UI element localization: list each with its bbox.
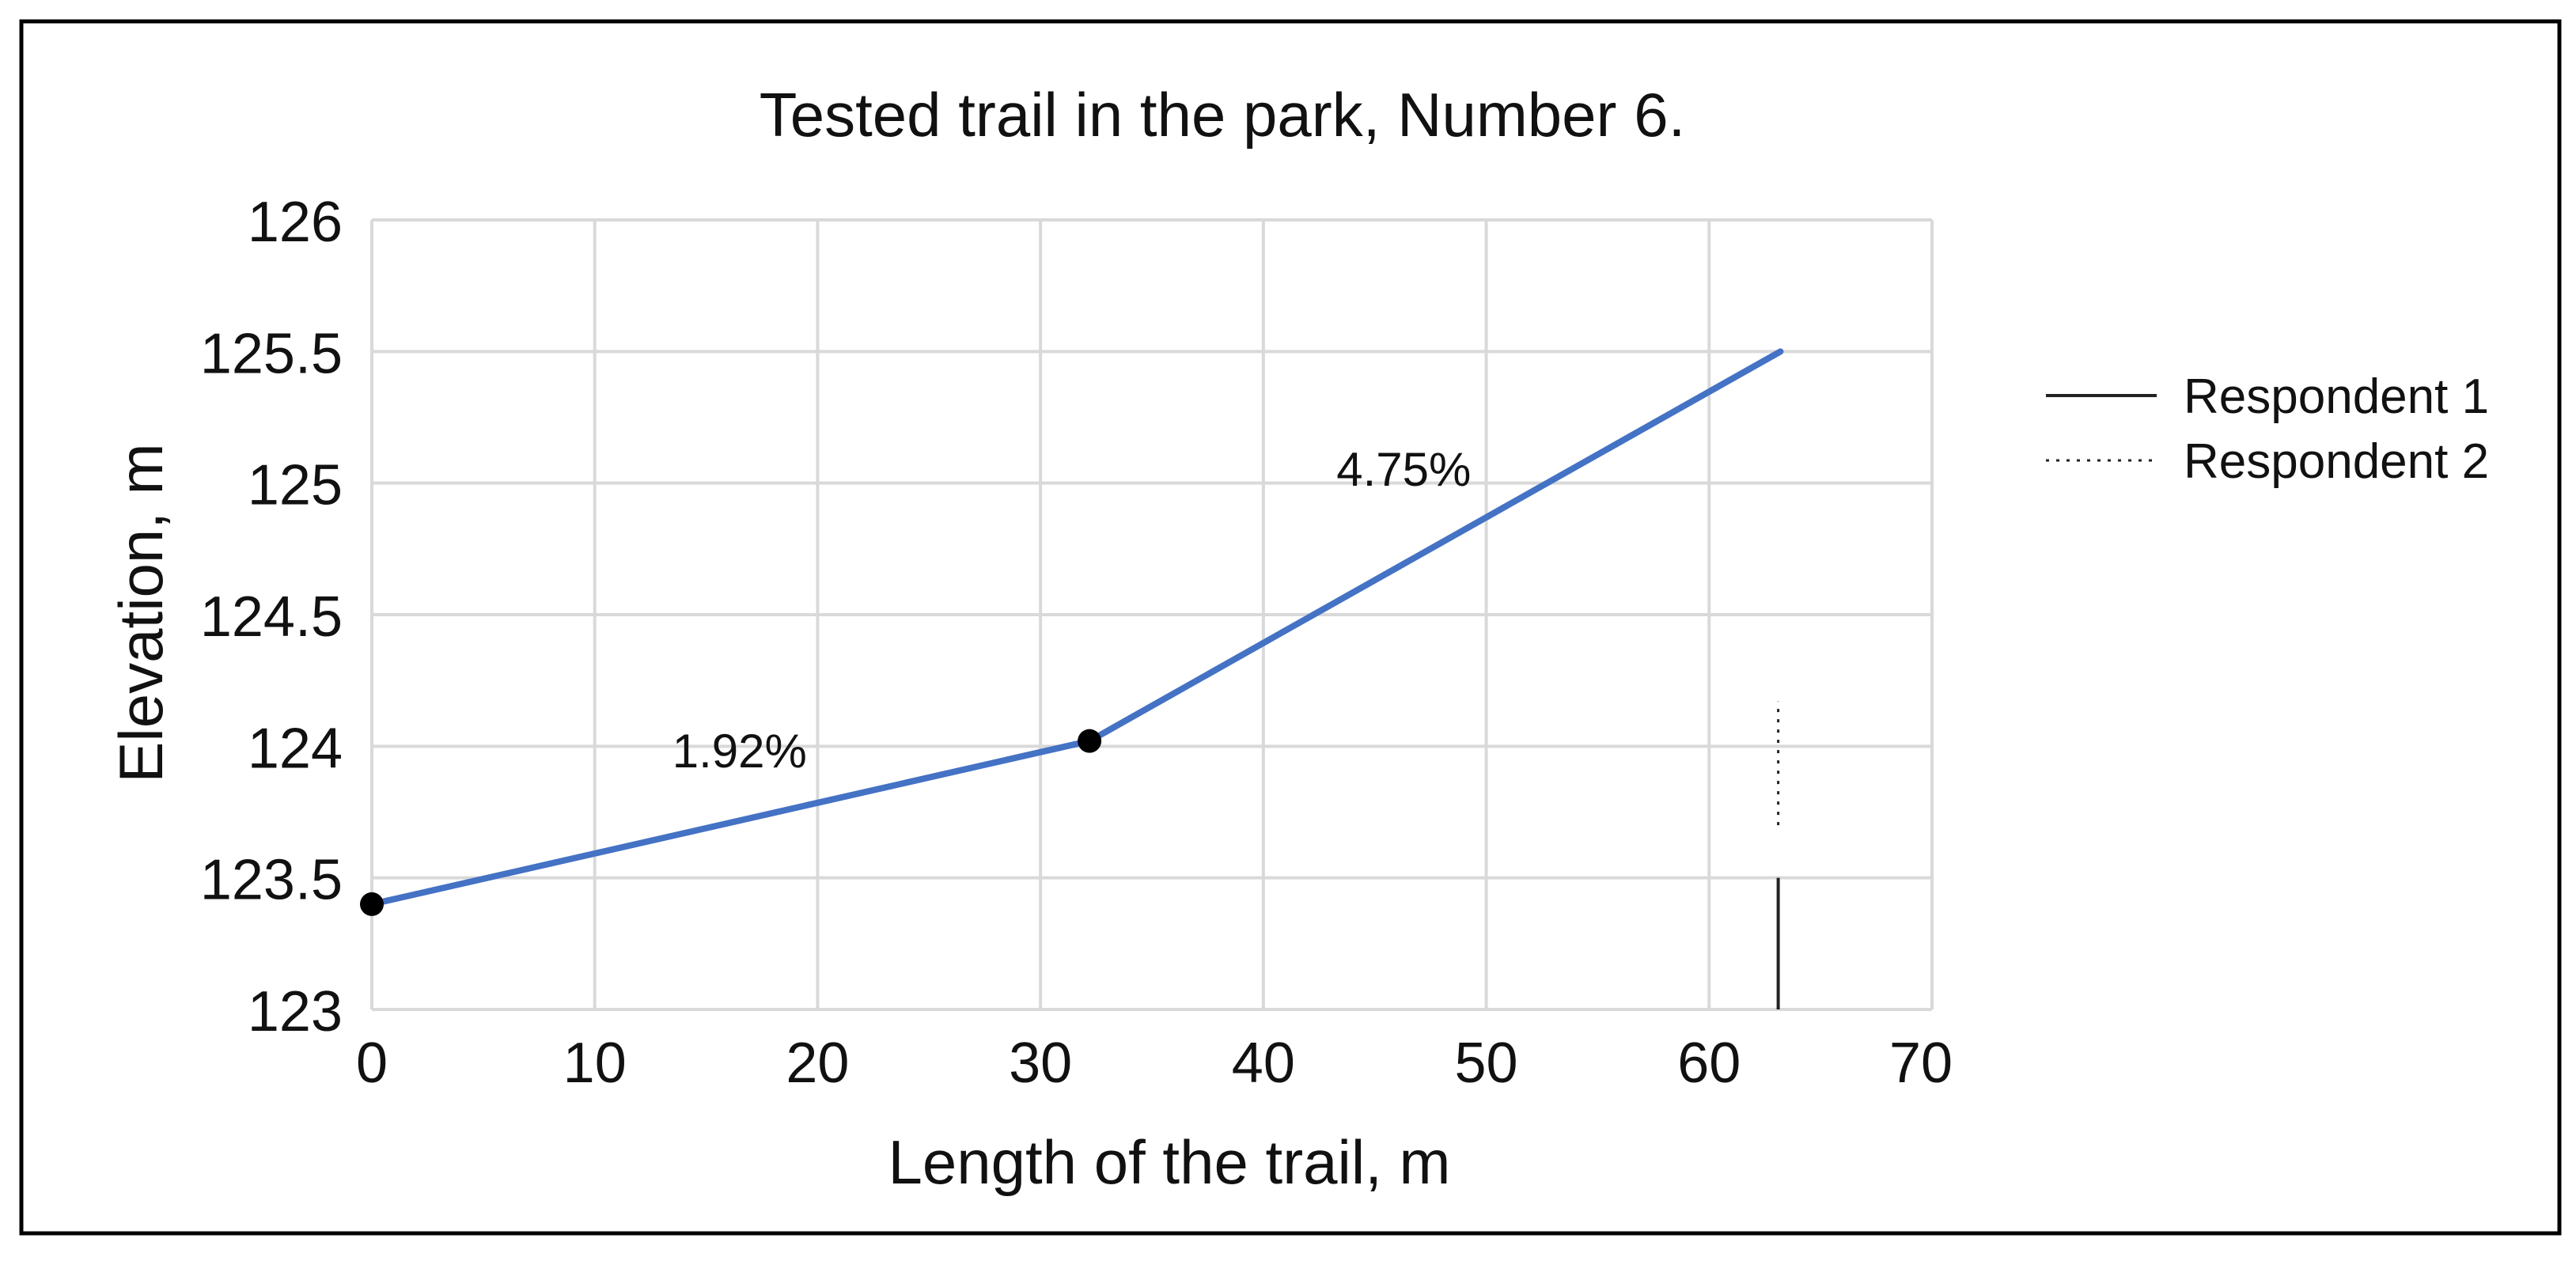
profile-point — [1078, 729, 1102, 753]
y-tick-label: 123.5 — [200, 849, 343, 912]
x-tick-label: 30 — [1009, 1032, 1072, 1095]
x-tick-label: 0 — [356, 1032, 388, 1095]
x-tick-label: 40 — [1232, 1032, 1295, 1095]
x-tick-label: 10 — [563, 1032, 627, 1095]
legend: Respondent 1 Respondent 2 — [2046, 369, 2489, 489]
chart-title: Tested trail in the park, Number 6. — [760, 80, 1686, 150]
legend-label-1: Respondent 1 — [2184, 369, 2489, 424]
slope-label: 1.92% — [672, 725, 807, 778]
y-tick-label: 124.5 — [200, 585, 343, 649]
y-tick-label: 126 — [248, 191, 343, 254]
legend-label-2: Respondent 2 — [2184, 434, 2489, 489]
profile-markers — [360, 729, 1102, 916]
slope-label: 4.75% — [1336, 443, 1471, 496]
y-tick-label: 125 — [248, 454, 343, 517]
y-tick-label: 125.5 — [200, 322, 343, 385]
x-tick-label: 60 — [1677, 1032, 1741, 1095]
y-tick-label: 123 — [248, 980, 343, 1043]
x-tick-label: 70 — [1889, 1032, 1953, 1095]
gridlines — [370, 218, 1934, 1011]
y-axis-ticks: 123 123.5 124 124.5 125 125.5 126 — [200, 191, 343, 1043]
x-tick-label: 50 — [1455, 1032, 1518, 1095]
slope-annotations: 1.92% 4.75% — [672, 443, 1472, 778]
x-axis-ticks: 0 10 20 30 40 50 60 70 — [356, 1032, 1953, 1095]
y-tick-label: 124 — [248, 717, 343, 780]
profile-point — [360, 892, 384, 916]
x-axis-title: Length of the trail, m — [888, 1127, 1450, 1197]
y-axis-title: Elevation, m — [106, 443, 176, 782]
x-tick-label: 20 — [786, 1032, 849, 1095]
